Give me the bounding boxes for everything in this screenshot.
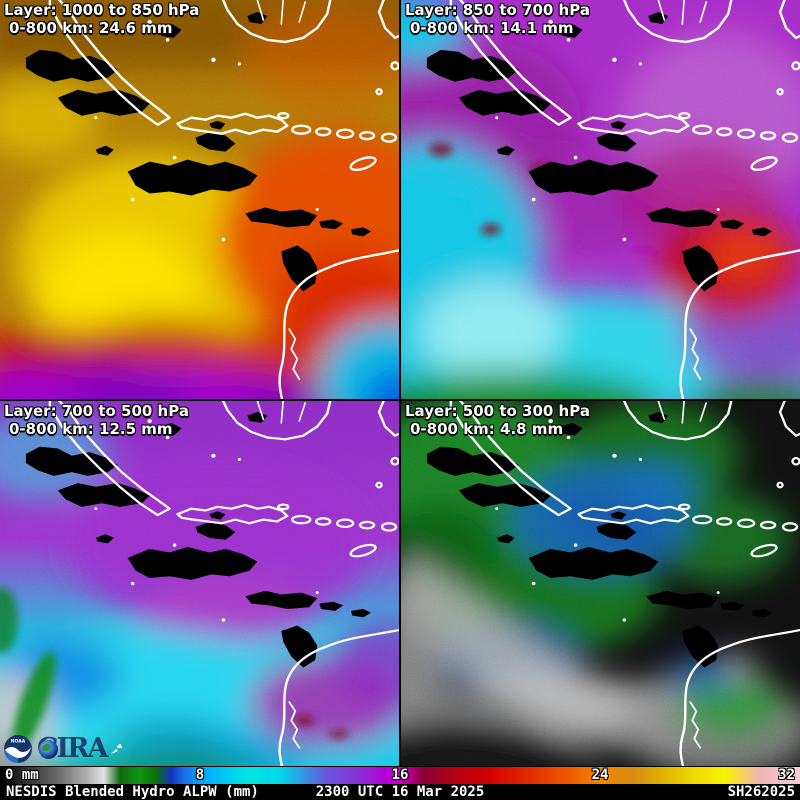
range-value-label: 0-800 km: 14.1 mm — [410, 19, 574, 37]
panel-500-300-hpa: Layer: 500 to 300 hPa 0-800 km: 4.8 mm — [401, 401, 800, 766]
colorbar-tick-24: 24 — [591, 767, 609, 783]
panel-label-500-300: Layer: 500 to 300 hPa 0-800 km: 4.8 mm — [405, 402, 590, 438]
layer-label: Layer: 500 to 300 hPa — [405, 402, 590, 420]
timestamp: 2300 UTC 16 Mar 2025 — [315, 784, 485, 800]
satellite-dish-icon — [110, 744, 122, 754]
alpw-colorbar: 0 mm 8 16 24 32 — [0, 767, 800, 784]
panel-label-700-500: Layer: 700 to 500 hPa 0-800 km: 12.5 mm — [4, 402, 189, 438]
noaa-logo-text: NOAA — [11, 739, 26, 745]
product-code: SH262025 — [727, 784, 795, 800]
alpw-map-1000-850 — [0, 0, 399, 399]
alpw-map-850-700 — [401, 0, 800, 399]
alpw-map-700-500 — [0, 401, 399, 766]
panel-1000-850-hpa: Layer: 1000 to 850 hPa 0-800 km: 24.6 mm — [0, 0, 399, 399]
cira-logo: CIRA — [37, 735, 109, 763]
range-value-label: 0-800 km: 4.8 mm — [410, 420, 564, 438]
colorbar-tick-0mm: 0 mm — [5, 767, 39, 783]
panel-label-1000-850: Layer: 1000 to 850 hPa 0-800 km: 24.6 mm — [4, 1, 199, 37]
alpw-map-500-300 — [401, 401, 800, 766]
footer-bar: NESDIS Blended Hydro ALPW (mm) 2300 UTC … — [0, 784, 800, 800]
panel-label-850-700: Layer: 850 to 700 hPa 0-800 km: 14.1 mm — [405, 1, 590, 37]
colorbar-tick-32: 32 — [778, 767, 795, 783]
agency-logos: NOAA CIRA — [3, 734, 123, 764]
panel-700-500-hpa: Layer: 700 to 500 hPa 0-800 km: 12.5 mm … — [0, 401, 399, 766]
cira-globe-icon — [39, 740, 58, 759]
layer-label: Layer: 1000 to 850 hPa — [4, 1, 200, 19]
range-value-label: 0-800 km: 12.5 mm — [9, 420, 173, 438]
range-value-label: 0-800 km: 24.6 mm — [9, 19, 173, 37]
colorbar-tick-16: 16 — [391, 767, 409, 783]
panel-850-700-hpa: Layer: 850 to 700 hPa 0-800 km: 14.1 mm — [401, 0, 800, 399]
layer-label: Layer: 850 to 700 hPa — [405, 1, 590, 19]
layer-label: Layer: 700 to 500 hPa — [4, 402, 189, 420]
product-title: NESDIS Blended Hydro ALPW (mm) — [6, 784, 259, 800]
colorbar-tick-8: 8 — [195, 767, 205, 783]
noaa-logo: NOAA — [4, 735, 32, 763]
